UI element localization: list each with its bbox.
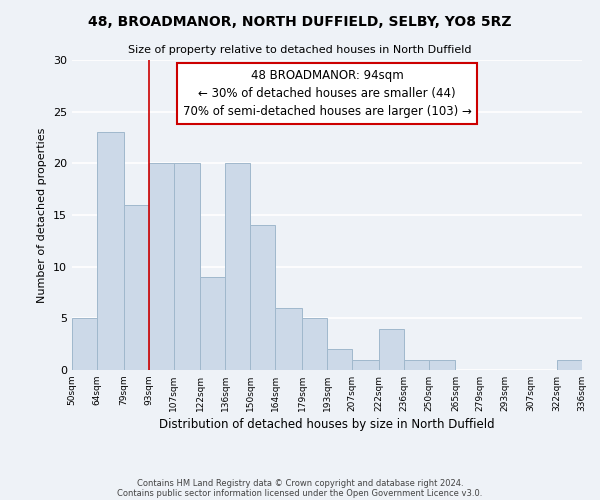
Bar <box>327 350 352 370</box>
Text: Contains public sector information licensed under the Open Government Licence v3: Contains public sector information licen… <box>118 488 482 498</box>
Text: Size of property relative to detached houses in North Duffield: Size of property relative to detached ho… <box>128 45 472 55</box>
X-axis label: Distribution of detached houses by size in North Duffield: Distribution of detached houses by size … <box>159 418 495 431</box>
Bar <box>149 164 173 370</box>
Text: Contains HM Land Registry data © Crown copyright and database right 2024.: Contains HM Land Registry data © Crown c… <box>137 478 463 488</box>
Y-axis label: Number of detached properties: Number of detached properties <box>37 128 47 302</box>
Bar <box>72 318 97 370</box>
Text: 48 BROADMANOR: 94sqm
← 30% of detached houses are smaller (44)
70% of semi-detac: 48 BROADMANOR: 94sqm ← 30% of detached h… <box>182 70 472 118</box>
Bar <box>97 132 124 370</box>
Bar <box>352 360 379 370</box>
Bar <box>557 360 582 370</box>
Bar <box>250 226 275 370</box>
Bar <box>302 318 327 370</box>
Bar <box>200 277 226 370</box>
Bar <box>404 360 428 370</box>
Bar <box>428 360 455 370</box>
Bar <box>275 308 302 370</box>
Bar <box>379 328 404 370</box>
Bar <box>173 164 200 370</box>
Bar <box>226 164 250 370</box>
Text: 48, BROADMANOR, NORTH DUFFIELD, SELBY, YO8 5RZ: 48, BROADMANOR, NORTH DUFFIELD, SELBY, Y… <box>88 15 512 29</box>
Bar <box>124 204 149 370</box>
